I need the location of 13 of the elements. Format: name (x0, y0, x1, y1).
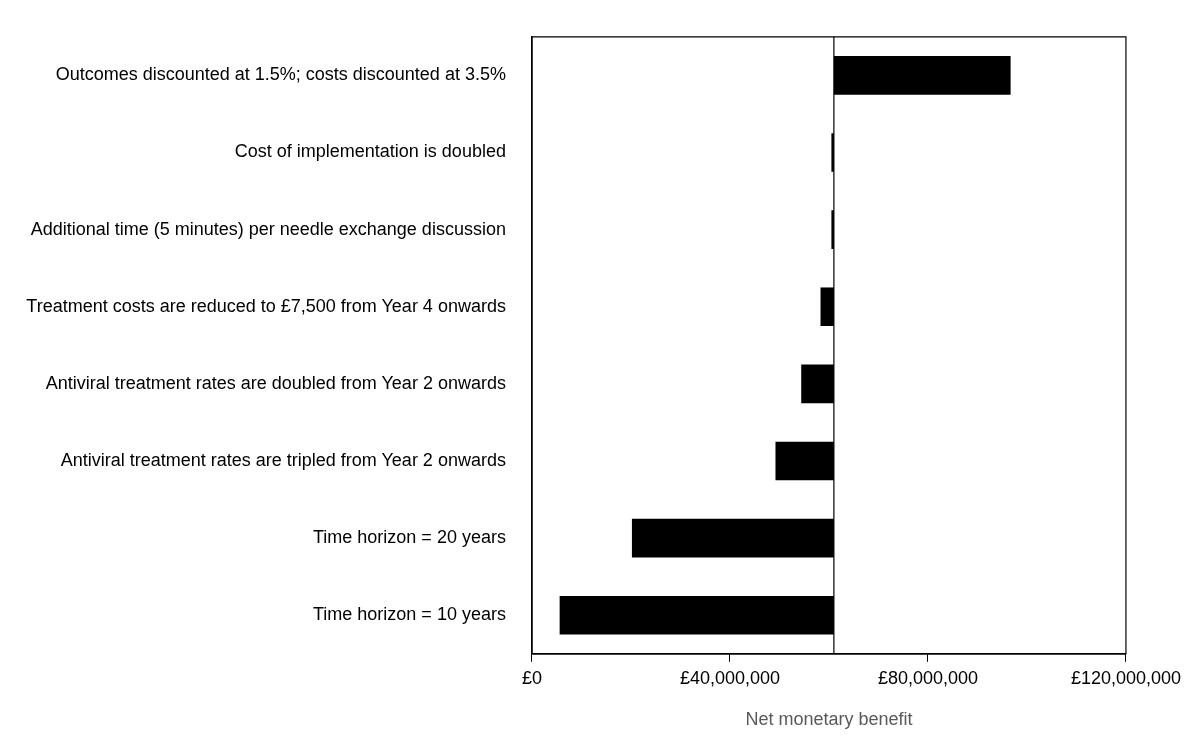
x-tick-label: £40,000,000 (679, 667, 780, 688)
x-tick-label: £80,000,000 (877, 667, 978, 688)
x-tick-label: £120,000,000 (1070, 667, 1181, 688)
y-tick-label: Treatment costs are reduced to £7,500 from Year 4 onwards (26, 295, 506, 316)
y-tick-label: Additional time (5 minutes) per needle exchange discussion (30, 218, 506, 239)
y-tick-label: Cost of implementation is doubled (234, 141, 506, 162)
y-tick-label: Antiviral treatment rates are tripled from Year 2 onwards (60, 449, 506, 470)
y-tick-label: Outcomes discounted at 1.5%; costs discounted at 3.5% (55, 64, 506, 85)
y-tick-label: Time horizon = 20 years (313, 527, 506, 548)
y-tick-label: Time horizon = 10 years (313, 604, 506, 625)
x-axis-title: Net monetary benefit (745, 709, 913, 730)
x-tick-label: £0 (521, 667, 542, 688)
y-tick-label: Antiviral treatment rates are doubled from Year 2 onwards (45, 372, 506, 393)
